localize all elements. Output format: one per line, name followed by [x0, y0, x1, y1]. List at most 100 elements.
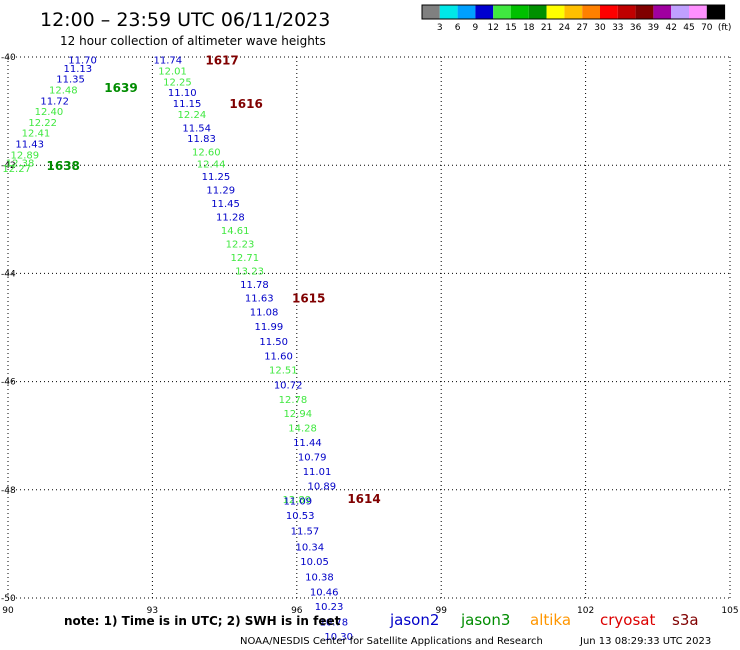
swh-value: 10.78 [320, 617, 349, 628]
color-swatch [653, 5, 672, 19]
y-tick-label: -42 [1, 161, 16, 171]
satellite-legend-item: jason2 [389, 611, 439, 629]
swh-value: 11.35 [56, 75, 85, 86]
colorbar-label: 9 [473, 23, 479, 33]
colorbar-label: 27 [576, 23, 587, 33]
color-swatch [546, 5, 565, 19]
x-tick-label: 90 [2, 606, 14, 616]
satellite-legend-item: jason3 [460, 611, 510, 629]
x-tick-label: 96 [291, 606, 303, 616]
pass-number-label: 1614 [347, 492, 380, 506]
colorbar-label: 70 [701, 23, 713, 33]
x-tick-label: 102 [577, 606, 594, 616]
satellite-legend-item: s3a [672, 611, 699, 629]
colorbar-label: 39 [648, 23, 660, 33]
color-swatch [600, 5, 618, 19]
y-tick-label: -40 [1, 53, 16, 63]
color-swatch [422, 5, 440, 19]
grid [7, 56, 731, 599]
colorbar-label: 33 [612, 23, 623, 33]
swh-value: 11.45 [211, 199, 240, 210]
pass-labels: 1617 1639 1616 1638 1615 1614 [47, 54, 381, 506]
swh-value: 10.46 [310, 588, 339, 599]
colorbar-label: 21 [541, 23, 552, 33]
swh-value: 11.50 [259, 337, 288, 348]
footer-credit: NOAA/NESDIS Center for Satellite Applica… [240, 636, 543, 647]
swh-value: 11.99 [255, 322, 284, 333]
axis-ticks: 90 93 96 99 102 105 -40 -42 -44 -46 -48 -50 [1, 53, 739, 616]
colorbar-label: 36 [630, 23, 642, 33]
swh-value: 11.70 [68, 56, 97, 67]
swh-value: 12.25 [163, 77, 192, 88]
swh-value: 12.89 [282, 495, 311, 506]
swh-value: 11.83 [187, 134, 216, 145]
colorbar-label: 30 [594, 23, 606, 33]
pass-number-label: 1638 [47, 159, 80, 173]
swh-value: 11.01 [303, 467, 332, 478]
satellite-legend-item: altika [530, 611, 571, 629]
y-tick-label: -46 [1, 378, 16, 388]
color-swatch [689, 5, 707, 19]
swh-value: 10.23 [315, 602, 344, 613]
footer-note: note: 1) Time is in UTC; 2) SWH is in fe… [64, 614, 341, 628]
swh-value: 13.23 [235, 267, 264, 278]
swh-value: 12.71 [230, 253, 259, 264]
chart-subtitle: 12 hour collection of altimeter wave hei… [60, 34, 326, 48]
swh-value: 11.74 [153, 56, 182, 67]
swh-value: 11.63 [245, 294, 274, 305]
swh-value: 11.29 [206, 186, 235, 197]
swh-value: 12.51 [269, 366, 298, 377]
color-scale-legend: 3 6 9 12 15 18 21 24 27 30 33 36 39 42 45 70 (ft) [421, 4, 732, 33]
swh-value: 11.43 [15, 140, 44, 151]
swh-value: 11.44 [293, 438, 322, 449]
swh-value: 12.24 [178, 110, 207, 121]
swh-value: 11.72 [40, 96, 69, 107]
swh-value: 12.89 [11, 150, 40, 161]
color-swatch [439, 5, 458, 19]
swh-value: 12.60 [192, 148, 221, 159]
swh-value: 10.30 [324, 632, 353, 643]
swh-value: 12.40 [35, 107, 64, 118]
swh-value: 14.28 [288, 424, 317, 435]
swh-value: 11.60 [264, 352, 293, 363]
swh-value: 11.28 [216, 213, 245, 224]
color-swatch [475, 5, 494, 19]
colorbar-label: 45 [683, 23, 694, 33]
swh-value: 11.54 [182, 123, 211, 134]
swh-value: 14.61 [221, 226, 250, 237]
swh-value: 12.38 [6, 158, 35, 169]
swh-value: 12.44 [197, 160, 226, 171]
y-tick-label: -50 [1, 594, 16, 604]
colorbar-label: (ft) [718, 23, 732, 33]
swh-value: 10.53 [286, 511, 315, 522]
swh-value: 12.78 [279, 395, 308, 406]
colorbar-label: 3 [437, 23, 443, 33]
satellite-legend: jason2 jason3 altika cryosat s3a [389, 611, 699, 629]
swh-value: 12.22 [28, 118, 57, 129]
color-swatch [617, 5, 636, 19]
chart-title: 12:00 – 23:59 UTC 06/11/2023 [40, 9, 330, 31]
swh-value: 11.13 [63, 64, 92, 75]
swh-labels: 11.7011.1311.3512.4811.7212.4012.2212.41… [2, 56, 353, 643]
colorbar-label: 12 [487, 23, 498, 33]
swh-value: 12.01 [158, 67, 187, 78]
pass-number-label: 1616 [229, 97, 262, 111]
swh-value: 11.08 [250, 307, 279, 318]
pass-number-label: 1615 [292, 292, 325, 306]
colorbar-label: 42 [665, 23, 676, 33]
pass-number-label: 1639 [104, 81, 137, 95]
color-swatch [706, 5, 725, 19]
x-tick-label: 99 [435, 606, 447, 616]
swh-value: 10.72 [274, 380, 303, 391]
swh-value: 11.57 [291, 526, 320, 537]
satellite-legend-item: cryosat [600, 611, 655, 629]
swh-value: 10.05 [300, 557, 329, 568]
color-swatch [528, 5, 547, 19]
swh-value: 11.10 [168, 88, 197, 99]
color-swatch [564, 5, 583, 19]
color-swatch [511, 5, 529, 19]
swh-value: 10.89 [308, 481, 337, 492]
swh-value: 11.09 [283, 497, 312, 508]
colorbar-label: 18 [523, 23, 535, 33]
